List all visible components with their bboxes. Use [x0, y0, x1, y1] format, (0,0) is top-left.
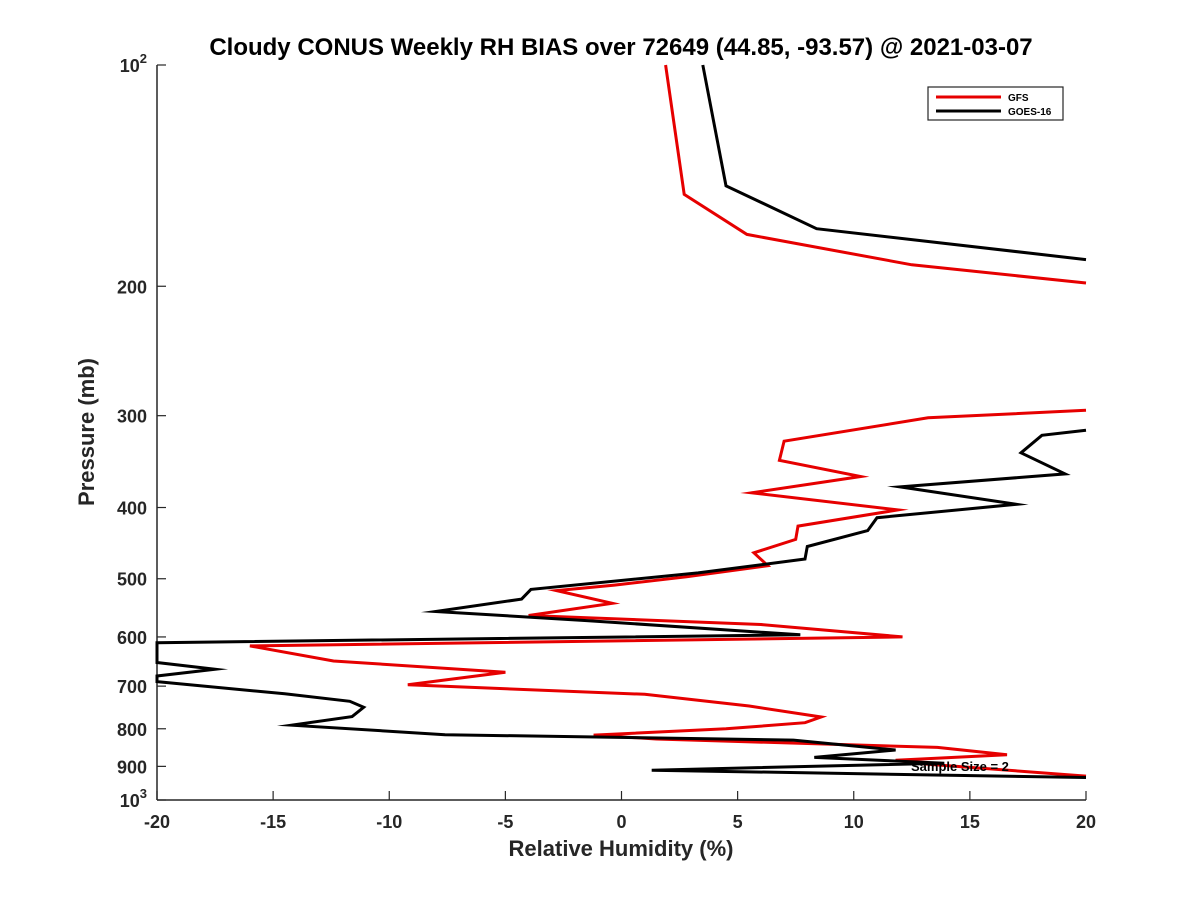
x-tick-label: 20 [1076, 812, 1096, 832]
x-tick-label: -20 [144, 812, 170, 832]
x-tick-label: -15 [260, 812, 286, 832]
x-axis-label: Relative Humidity (%) [509, 836, 734, 861]
y-tick-label: 200 [117, 277, 147, 297]
y-axis-label: Pressure (mb) [74, 358, 99, 506]
series-line-goes-16-segment-2 [155, 428, 1087, 779]
legend-entry-label: GFS [1008, 93, 1029, 104]
legend: GFS GOES-16 [927, 86, 1064, 121]
y-tick-label: 700 [117, 677, 147, 697]
x-tick-label: 10 [844, 812, 864, 832]
legend-box [927, 86, 1064, 121]
x-tick-label: 0 [616, 812, 626, 832]
legend-entry-label: GOES-16 [1008, 107, 1052, 118]
x-axis-ticks: -20 -15 -10 -5 0 5 10 15 20 [144, 791, 1096, 832]
chart-title: Cloudy CONUS Weekly RH BIAS over 72649 (… [209, 34, 1032, 61]
y-tick-label: 900 [117, 757, 147, 777]
y-tick-label: 300 [117, 407, 147, 427]
x-tick-label: 5 [733, 812, 743, 832]
sample-size-annotation: Sample Size = 2 [911, 759, 1009, 774]
y-tick-label: 400 [117, 499, 147, 519]
y-tick-label: 600 [117, 628, 147, 648]
x-tick-label: -5 [497, 812, 513, 832]
y-tick-label: 103 [120, 786, 147, 811]
y-tick-label: 500 [117, 570, 147, 590]
x-tick-label: -10 [376, 812, 402, 832]
y-tick-label: 102 [120, 51, 147, 76]
series-group [155, 64, 1087, 779]
y-axis-ticks: 102 200 300 400 500 600 700 800 900 103 [117, 51, 166, 811]
x-tick-label: 15 [960, 812, 980, 832]
series-line-gfs-segment-1 [664, 64, 1087, 285]
series-line-goes-16-segment-1 [701, 64, 1087, 262]
y-tick-label: 800 [117, 720, 147, 740]
